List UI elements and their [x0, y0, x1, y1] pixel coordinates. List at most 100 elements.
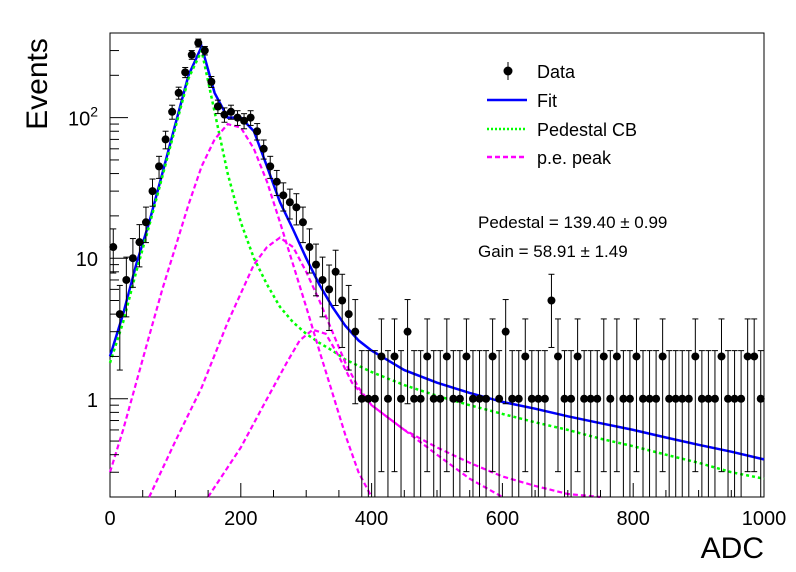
- data-point: [128, 254, 137, 263]
- y-tick-label: 10: [76, 249, 98, 271]
- data-point: [449, 394, 458, 403]
- data-point: [279, 191, 288, 200]
- data-point: [488, 352, 497, 361]
- data-point: [691, 352, 700, 361]
- data-point: [168, 107, 177, 116]
- data-point: [357, 394, 366, 403]
- data-point: [619, 394, 628, 403]
- x-tick-label: 1000: [742, 508, 787, 530]
- y-tick-label: 102: [68, 104, 98, 131]
- data-point: [109, 243, 118, 252]
- data-point: [514, 394, 523, 403]
- data-point: [285, 198, 294, 207]
- data-point: [560, 394, 569, 403]
- data-point: [750, 352, 759, 361]
- data-point: [606, 394, 615, 403]
- data-point: [678, 394, 687, 403]
- data-point: [455, 394, 464, 403]
- data-point: [397, 394, 406, 403]
- legend-item-fit: Fit: [487, 91, 557, 111]
- data-point: [364, 394, 373, 403]
- data-point: [338, 296, 347, 305]
- legend-item-pedestal: Pedestal CB: [487, 120, 637, 140]
- data-point: [573, 352, 582, 361]
- data-point: [756, 394, 765, 403]
- curve-p-e-peak-3: [207, 328, 601, 499]
- data-point: [684, 394, 693, 403]
- data-point: [351, 327, 360, 336]
- data-point: [724, 394, 733, 403]
- data-point: [181, 68, 190, 77]
- data-point: [383, 394, 392, 403]
- data-point: [148, 187, 157, 196]
- data-point: [292, 203, 301, 212]
- x-tick-label: 400: [355, 508, 388, 530]
- data-point: [226, 107, 235, 116]
- data-point: [717, 352, 726, 361]
- y-tick-label: 1: [87, 390, 98, 412]
- legend-data-marker: [503, 66, 513, 76]
- data-point: [704, 394, 713, 403]
- data-point: [658, 352, 667, 361]
- data-point: [710, 394, 719, 403]
- data-point: [468, 394, 477, 403]
- data-point: [501, 327, 510, 336]
- data-point: [135, 238, 144, 247]
- x-tick-label: 200: [224, 508, 257, 530]
- data-point: [220, 110, 229, 119]
- pedestal-annotation: Pedestal = 139.40 ± 0.99: [478, 213, 667, 232]
- data-point: [298, 218, 307, 227]
- data-point: [586, 394, 595, 403]
- legend: Data Fit Pedestal CB p.e. peak: [487, 62, 637, 168]
- data-point: [122, 275, 131, 284]
- legend-data-label: Data: [537, 62, 576, 82]
- data-point: [141, 218, 150, 227]
- data-point: [625, 394, 634, 403]
- axes: 0 200 400 600 800 1000 1 10 102: [68, 32, 787, 530]
- data-point: [521, 352, 530, 361]
- data-point: [436, 394, 445, 403]
- legend-item-data: Data: [503, 62, 576, 82]
- data-point: [390, 352, 399, 361]
- data-point: [652, 394, 661, 403]
- data-point: [253, 127, 262, 136]
- data-point: [115, 310, 124, 319]
- legend-item-pe-peak: p.e. peak: [487, 148, 612, 168]
- data-point: [665, 394, 674, 403]
- data-point: [599, 352, 608, 361]
- data-point: [495, 394, 504, 403]
- data-point: [266, 162, 275, 171]
- data-point: [272, 177, 281, 186]
- data-point: [423, 352, 432, 361]
- curve-p-e-peak-1: [108, 122, 373, 498]
- data-point: [259, 144, 268, 153]
- data-point: [567, 394, 576, 403]
- data-point: [318, 275, 327, 284]
- y-axis-label: Events: [21, 38, 54, 130]
- data-point: [344, 310, 353, 319]
- data-point: [527, 394, 536, 403]
- data-point: [246, 113, 255, 122]
- fit-curves: [108, 42, 765, 499]
- x-tick-label: 800: [617, 508, 650, 530]
- legend-pedestal-label: Pedestal CB: [537, 120, 637, 140]
- data-point: [200, 46, 209, 55]
- data-point: [187, 50, 196, 59]
- data-point: [155, 162, 164, 171]
- data-point: [508, 394, 517, 403]
- data-point: [305, 243, 314, 252]
- x-tick-label: 0: [104, 508, 115, 530]
- data-point: [174, 88, 183, 97]
- data-points: [109, 38, 765, 498]
- data-point: [645, 394, 654, 403]
- x-axis-label: ADC: [701, 532, 764, 565]
- data-point: [612, 352, 621, 361]
- data-point: [580, 394, 589, 403]
- data-point: [213, 102, 222, 111]
- data-point: [737, 394, 746, 403]
- gain-annotation: Gain = 58.91 ± 1.49: [478, 242, 628, 261]
- data-point: [325, 285, 334, 294]
- data-point: [370, 394, 379, 403]
- data-point: [475, 394, 484, 403]
